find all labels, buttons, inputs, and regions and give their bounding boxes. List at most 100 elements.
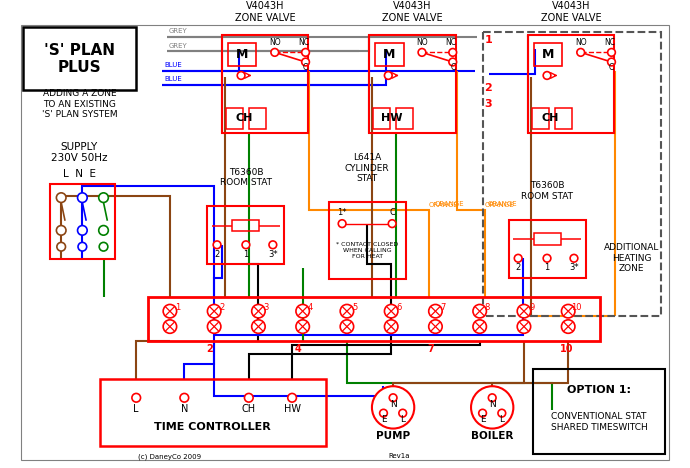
Text: N: N (489, 400, 495, 409)
Text: ORANGE: ORANGE (487, 201, 517, 207)
Bar (369, 35, 455, 133)
Text: HW: HW (284, 404, 301, 414)
Text: CH: CH (236, 113, 253, 123)
Text: NO: NO (575, 38, 586, 47)
Text: TIME CONTROLLER: TIME CONTROLLER (155, 422, 271, 431)
Text: L: L (133, 404, 139, 414)
Text: 2: 2 (484, 83, 492, 93)
Text: E: E (480, 416, 485, 424)
Bar (375, 43, 404, 66)
Circle shape (99, 242, 108, 251)
Text: NC: NC (445, 38, 456, 47)
Bar (228, 43, 257, 66)
Text: OPTION 1:: OPTION 1: (567, 385, 631, 395)
Text: 2: 2 (219, 303, 224, 312)
Circle shape (252, 305, 265, 318)
Bar (99, 379, 326, 446)
Text: GREY: GREY (169, 28, 188, 34)
Text: * CONTACT CLOSED
WHEN CALLING
FOR HEAT: * CONTACT CLOSED WHEN CALLING FOR HEAT (336, 242, 398, 259)
Circle shape (543, 72, 551, 79)
Bar (482, 32, 660, 316)
Text: V4043H
ZONE VALVE: V4043H ZONE VALVE (382, 1, 443, 22)
Circle shape (252, 320, 265, 333)
Circle shape (372, 386, 414, 429)
Text: CONVENTIONAL STAT
SHARED TIMESWITCH: CONVENTIONAL STAT SHARED TIMESWITCH (551, 412, 647, 431)
Circle shape (57, 193, 66, 203)
Text: N: N (181, 404, 188, 414)
Circle shape (288, 394, 297, 402)
Circle shape (608, 49, 615, 56)
Circle shape (498, 410, 506, 417)
Text: BLUE: BLUE (164, 62, 182, 68)
Circle shape (543, 255, 551, 262)
Circle shape (399, 410, 406, 417)
Circle shape (242, 241, 250, 249)
Text: C: C (450, 63, 455, 72)
Text: ORANGE: ORANGE (484, 202, 514, 208)
Text: 1: 1 (544, 263, 550, 272)
Text: (c) DaneyCo 2009: (c) DaneyCo 2009 (138, 453, 201, 460)
Text: 2: 2 (206, 344, 213, 354)
Circle shape (384, 320, 398, 333)
Bar (50, 184, 115, 259)
Bar (509, 220, 586, 278)
Text: 8: 8 (484, 303, 490, 312)
Text: 2: 2 (215, 250, 219, 259)
Circle shape (163, 320, 177, 333)
Text: 4: 4 (308, 303, 313, 312)
Circle shape (208, 320, 221, 333)
Text: NC: NC (298, 38, 309, 47)
Text: CH: CH (241, 404, 256, 414)
Text: T6360B
ROOM STAT: T6360B ROOM STAT (521, 181, 573, 201)
Text: L: L (400, 416, 405, 424)
Text: ADDITIONAL
HEATING
ZONE: ADDITIONAL HEATING ZONE (604, 243, 660, 273)
Bar (396, 108, 413, 129)
Circle shape (577, 49, 584, 56)
Circle shape (388, 220, 396, 227)
Circle shape (180, 394, 188, 402)
Circle shape (608, 58, 615, 66)
Circle shape (57, 226, 66, 235)
Circle shape (99, 226, 108, 235)
Bar (222, 35, 308, 133)
Text: NO: NO (416, 38, 428, 47)
Text: 10: 10 (560, 344, 573, 354)
Circle shape (338, 220, 346, 227)
Circle shape (132, 394, 141, 402)
Circle shape (302, 49, 309, 56)
Text: V4043H
ZONE VALVE: V4043H ZONE VALVE (235, 1, 295, 22)
Text: CH: CH (542, 113, 559, 123)
Bar (148, 297, 600, 341)
Circle shape (380, 410, 387, 417)
Circle shape (449, 58, 457, 66)
Text: ORANGE: ORANGE (435, 201, 464, 207)
Text: 3*: 3* (569, 263, 579, 272)
Text: T6360B
ROOM STAT: T6360B ROOM STAT (220, 168, 272, 187)
Text: L: L (500, 416, 504, 424)
Circle shape (77, 193, 87, 203)
Text: NC: NC (604, 38, 615, 47)
Circle shape (296, 320, 309, 333)
Text: C: C (609, 63, 614, 72)
Text: 1*: 1* (337, 208, 347, 217)
Circle shape (77, 226, 87, 235)
Bar (233, 220, 259, 231)
Text: 3*: 3* (268, 250, 277, 259)
Circle shape (471, 386, 513, 429)
Bar (226, 108, 243, 129)
Circle shape (99, 193, 108, 203)
Text: PUMP: PUMP (376, 431, 410, 441)
Circle shape (244, 394, 253, 402)
Text: 3: 3 (264, 303, 269, 312)
Text: L641A
CYLINDER
STAT: L641A CYLINDER STAT (345, 154, 389, 183)
Text: BLUE: BLUE (164, 76, 182, 82)
Text: M: M (542, 48, 554, 61)
Text: 4: 4 (295, 344, 302, 354)
Circle shape (296, 305, 309, 318)
Circle shape (428, 320, 442, 333)
Circle shape (384, 72, 392, 79)
Text: 9: 9 (529, 303, 534, 312)
Text: SUPPLY
230V 50Hz: SUPPLY 230V 50Hz (51, 142, 108, 163)
Circle shape (489, 394, 496, 402)
Circle shape (473, 305, 486, 318)
